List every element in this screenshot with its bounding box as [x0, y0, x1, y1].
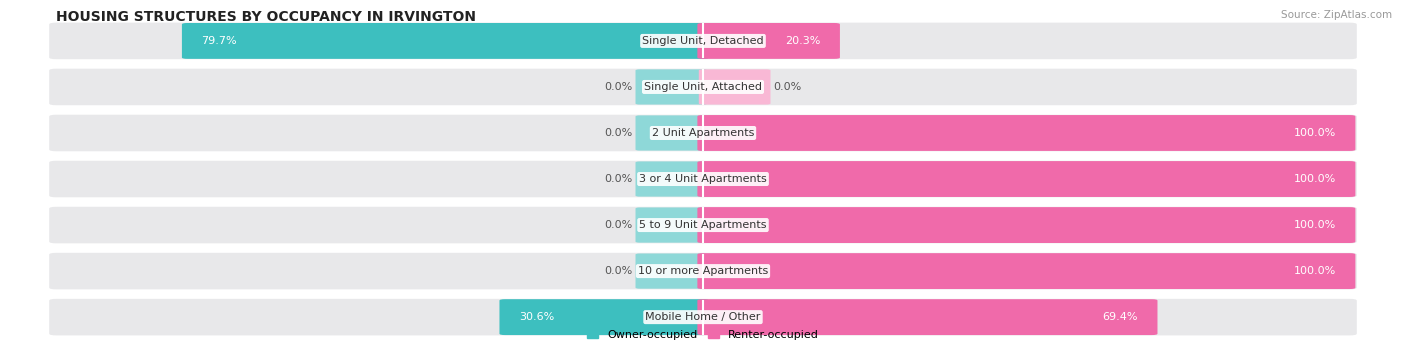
Text: 0.0%: 0.0%: [605, 266, 633, 276]
FancyBboxPatch shape: [49, 161, 1357, 197]
Text: 20.3%: 20.3%: [785, 36, 820, 46]
FancyBboxPatch shape: [636, 69, 707, 105]
FancyBboxPatch shape: [636, 253, 707, 289]
FancyBboxPatch shape: [181, 23, 709, 59]
Text: 100.0%: 100.0%: [1294, 174, 1336, 184]
Text: 0.0%: 0.0%: [773, 82, 801, 92]
FancyBboxPatch shape: [499, 299, 709, 335]
Text: 0.0%: 0.0%: [605, 220, 633, 230]
FancyBboxPatch shape: [697, 299, 1157, 335]
Text: 100.0%: 100.0%: [1294, 220, 1336, 230]
Text: 0.0%: 0.0%: [605, 128, 633, 138]
FancyBboxPatch shape: [636, 161, 707, 197]
Text: 69.4%: 69.4%: [1102, 312, 1137, 322]
FancyBboxPatch shape: [697, 253, 1355, 289]
FancyBboxPatch shape: [636, 115, 707, 151]
FancyBboxPatch shape: [697, 23, 839, 59]
FancyBboxPatch shape: [697, 161, 1355, 197]
Text: Single Unit, Detached: Single Unit, Detached: [643, 36, 763, 46]
Text: Source: ZipAtlas.com: Source: ZipAtlas.com: [1281, 10, 1392, 20]
Legend: Owner-occupied, Renter-occupied: Owner-occupied, Renter-occupied: [586, 330, 820, 340]
Text: Mobile Home / Other: Mobile Home / Other: [645, 312, 761, 322]
FancyBboxPatch shape: [49, 299, 1357, 336]
Text: 100.0%: 100.0%: [1294, 128, 1336, 138]
Text: 3 or 4 Unit Apartments: 3 or 4 Unit Apartments: [640, 174, 766, 184]
FancyBboxPatch shape: [49, 23, 1357, 59]
FancyBboxPatch shape: [49, 69, 1357, 105]
Text: HOUSING STRUCTURES BY OCCUPANCY IN IRVINGTON: HOUSING STRUCTURES BY OCCUPANCY IN IRVIN…: [56, 10, 477, 24]
FancyBboxPatch shape: [49, 253, 1357, 290]
Text: 5 to 9 Unit Apartments: 5 to 9 Unit Apartments: [640, 220, 766, 230]
Text: 10 or more Apartments: 10 or more Apartments: [638, 266, 768, 276]
FancyBboxPatch shape: [49, 207, 1357, 243]
Text: 79.7%: 79.7%: [201, 36, 238, 46]
FancyBboxPatch shape: [636, 207, 707, 243]
Text: 30.6%: 30.6%: [519, 312, 554, 322]
Text: 0.0%: 0.0%: [605, 174, 633, 184]
FancyBboxPatch shape: [49, 115, 1357, 151]
Text: 100.0%: 100.0%: [1294, 266, 1336, 276]
FancyBboxPatch shape: [697, 115, 1355, 151]
Text: Single Unit, Attached: Single Unit, Attached: [644, 82, 762, 92]
Text: 2 Unit Apartments: 2 Unit Apartments: [652, 128, 754, 138]
FancyBboxPatch shape: [697, 207, 1355, 243]
FancyBboxPatch shape: [699, 69, 770, 105]
Text: 0.0%: 0.0%: [605, 82, 633, 92]
